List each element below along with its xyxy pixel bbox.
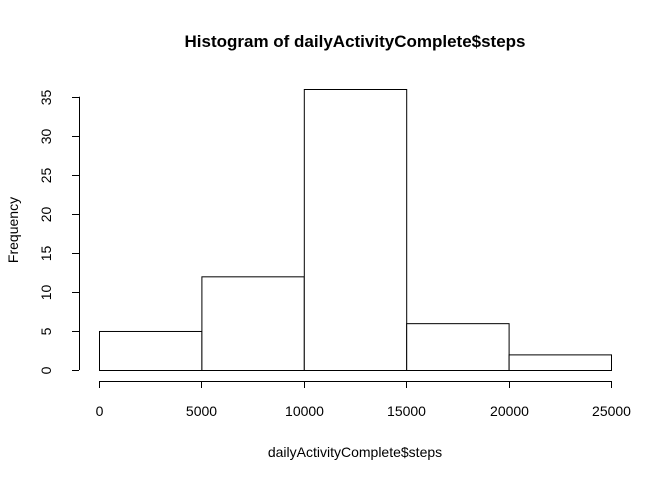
histogram-bar-0: [99, 330, 203, 372]
x-tick-label-3: 15000: [387, 403, 426, 419]
x-axis: 0 5000 10000 15000 20000 25000: [96, 381, 631, 419]
y-axis: 0 5 10 15 20 25 30 35: [38, 90, 80, 374]
bars-group: [99, 89, 613, 372]
y-axis-label: Frequency: [5, 197, 21, 263]
x-tick-label-1: 5000: [186, 403, 217, 419]
y-tick-label-7: 35: [38, 90, 54, 106]
y-tick-label-6: 30: [38, 129, 54, 145]
y-tick-label-3: 15: [38, 246, 54, 262]
x-tick-label-2: 10000: [285, 403, 324, 419]
histogram-bar-1: [201, 276, 305, 372]
x-tick-label-4: 20000: [490, 403, 529, 419]
y-tick-label-4: 20: [38, 207, 54, 223]
histogram-bar-2: [303, 89, 408, 371]
histogram-bar-4: [508, 354, 613, 371]
y-tick-label-1: 5: [38, 327, 54, 335]
x-axis-label: dailyActivityComplete$steps: [268, 444, 442, 460]
histogram-bar-3: [406, 323, 510, 371]
y-tick-label-2: 10: [38, 285, 54, 301]
x-tick-label-0: 0: [96, 403, 104, 419]
chart-title: Histogram of dailyActivityComplete$steps: [184, 32, 525, 51]
x-tick-label-5: 25000: [592, 403, 631, 419]
y-tick-label-5: 25: [38, 168, 54, 184]
y-tick-label-0: 0: [38, 366, 54, 374]
